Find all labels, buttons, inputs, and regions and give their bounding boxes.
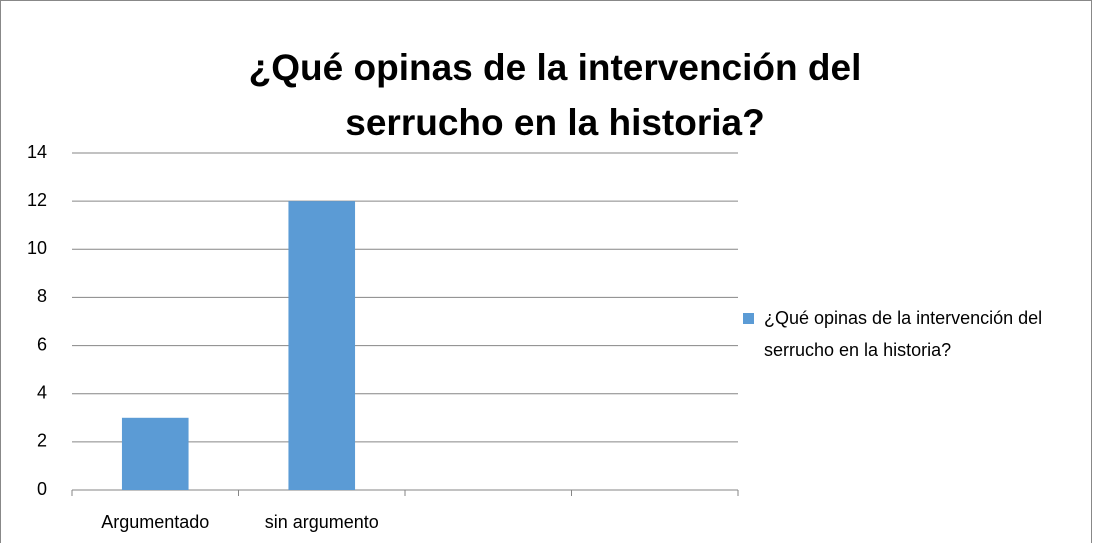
x-tick-label: Argumentado [101, 512, 209, 532]
y-tick-label: 12 [27, 190, 47, 210]
legend-label: ¿Qué opinas de la intervención del serru… [764, 308, 1043, 360]
y-tick-label: 10 [27, 238, 47, 258]
y-tick-label: 8 [37, 286, 47, 306]
y-tick-label: 14 [27, 142, 47, 162]
bar [288, 201, 356, 490]
y-tick-label: 2 [37, 431, 47, 451]
legend: ¿Qué opinas de la intervención del serru… [743, 302, 1083, 366]
x-tick-label: sin argumento [265, 512, 379, 532]
y-tick-label: 6 [37, 334, 47, 354]
bar [121, 417, 189, 490]
chart-title: ¿Qué opinas de la intervención del serru… [248, 47, 862, 143]
legend-swatch [743, 313, 754, 324]
y-tick-label: 4 [37, 382, 47, 402]
y-tick-label: 0 [37, 479, 47, 499]
